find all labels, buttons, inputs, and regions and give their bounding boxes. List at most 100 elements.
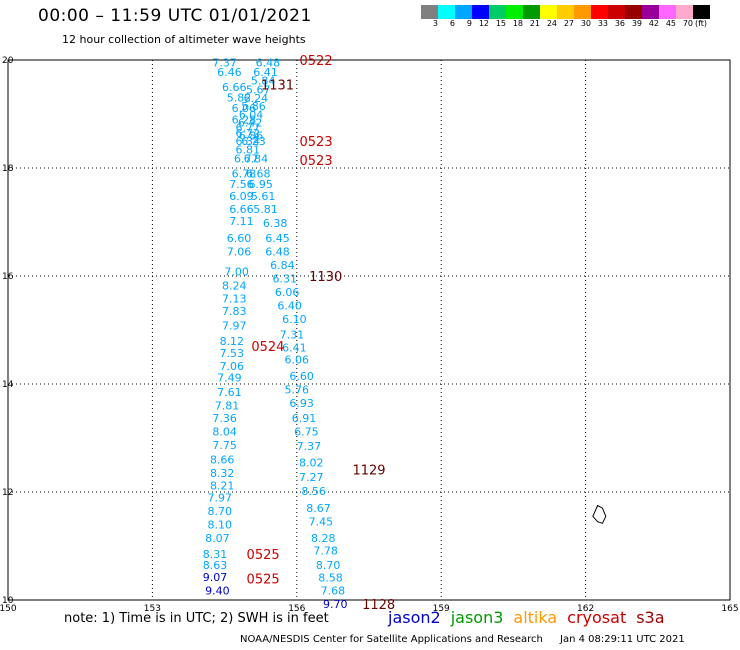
pass-time-label: 1129 xyxy=(352,463,385,478)
swh-point: 6.93 xyxy=(289,397,314,410)
satellite-jason3: jason3 xyxy=(450,608,504,627)
swh-point: 8.58 xyxy=(318,571,343,584)
legend-label: 18 xyxy=(512,19,523,28)
x-tick-label: 159 xyxy=(433,604,450,614)
legend-label: 36 xyxy=(614,19,625,28)
swh-point: 7.61 xyxy=(217,386,242,399)
pass-time-label: 0525 xyxy=(247,548,280,563)
x-tick-label: 165 xyxy=(721,604,738,614)
legend-swatch xyxy=(693,5,710,19)
swh-point: 6.40 xyxy=(277,300,302,313)
swh-point: 9.07 xyxy=(203,571,228,584)
swh-point: 5.61 xyxy=(251,190,276,203)
swh-point: 6.84 xyxy=(270,259,295,272)
chart-subtitle: 12 hour collection of altimeter wave hei… xyxy=(62,33,306,46)
y-tick-label: 16 xyxy=(2,272,14,282)
swh-point: 7.37 xyxy=(297,440,322,453)
swh-point: 6.66 xyxy=(222,81,247,94)
swh-point: 6.77 xyxy=(234,152,259,165)
swh-point: 8.31 xyxy=(203,548,228,561)
swh-point: 7.31 xyxy=(280,328,305,341)
swh-point: 7.53 xyxy=(220,347,245,360)
swh-point: 6.84 xyxy=(244,152,269,165)
swh-point: 9.70 xyxy=(323,598,348,611)
timestamp: Jan 4 08:29:11 UTC 2021 xyxy=(560,634,685,645)
pass-time-label: 0525 xyxy=(247,572,280,587)
pass-time-label: 0522 xyxy=(300,54,333,69)
swh-point: 6.86 xyxy=(239,130,264,143)
swh-point: 6.66 xyxy=(229,203,254,216)
swh-point: 7.00 xyxy=(224,266,249,279)
x-tick-label: 156 xyxy=(288,604,305,614)
swh-point: 6.75 xyxy=(294,426,319,439)
swh-point: 8.21 xyxy=(210,480,235,493)
legend-label: 12 xyxy=(478,19,489,28)
credit-text: NOAA/NESDIS Center for Satellite Applica… xyxy=(240,634,543,645)
pass-time-label: 0524 xyxy=(251,340,284,355)
swh-point: 8.24 xyxy=(222,280,247,293)
swh-point: 6.41 xyxy=(253,66,278,79)
swh-point: 6.23 xyxy=(241,135,266,148)
legend-label: 21 xyxy=(529,19,540,28)
swh-point: 7.78 xyxy=(313,544,338,557)
swh-point: 7.06 xyxy=(220,360,245,373)
legend-swatch xyxy=(659,5,676,19)
satellite-altika: altika xyxy=(513,608,558,627)
legend-label: 6 xyxy=(449,19,455,28)
swh-point: 6.31 xyxy=(273,273,298,286)
swh-point: 7.75 xyxy=(212,439,237,452)
legend-label: 3 xyxy=(432,19,438,28)
legend-swatch xyxy=(438,5,455,19)
swh-point: 6.10 xyxy=(282,313,307,326)
pass-time-label: 1131 xyxy=(261,78,294,93)
x-tick-label: 153 xyxy=(144,604,161,614)
swh-point: 6.91 xyxy=(292,412,317,425)
swh-point: 6.68 xyxy=(246,167,271,180)
color-legend: 3 6 9 12 15 18 21 24 27 30 33 36 39 42 45 70 (ft) xyxy=(421,5,717,29)
legend-swatch xyxy=(455,5,472,19)
legend-label: (ft) xyxy=(695,19,708,28)
satellite-cryosat: cryosat xyxy=(567,608,627,627)
swh-point: 6.28 xyxy=(232,113,257,126)
y-tick-label: 10 xyxy=(2,596,14,606)
swh-point: 8.66 xyxy=(210,454,235,467)
swh-point: 8.67 xyxy=(306,502,331,515)
swh-point: 7.06 xyxy=(227,246,252,259)
y-tick-label: 18 xyxy=(2,164,14,174)
legend-label: 33 xyxy=(597,19,608,28)
legend-label: 27 xyxy=(563,19,574,28)
swh-point: 7.36 xyxy=(212,412,237,425)
swh-point: 6.24 xyxy=(244,92,269,105)
swh-point: 5.67 xyxy=(246,84,271,97)
swh-point: 8.10 xyxy=(208,518,233,531)
swh-point: 6.48 xyxy=(256,57,281,70)
legend-label: 24 xyxy=(546,19,557,28)
swh-point: 5.84 xyxy=(251,75,276,88)
swh-point: 7.27 xyxy=(299,471,324,484)
swh-point: 7.97 xyxy=(222,320,247,333)
swh-point: 7.56 xyxy=(229,178,254,191)
legend-swatch xyxy=(557,5,574,19)
legend-swatch xyxy=(625,5,642,19)
legend-swatch xyxy=(574,5,591,19)
chart-title: 00:00 – 11:59 UTC 01/01/2021 xyxy=(38,6,312,26)
swh-point: 6.04 xyxy=(239,109,264,122)
swh-point: 5.86 xyxy=(241,100,266,113)
legend-swatch xyxy=(523,5,540,19)
swh-point: 6.38 xyxy=(263,217,288,230)
swh-point: 6.60 xyxy=(289,370,314,383)
swh-point: 9.40 xyxy=(205,584,230,597)
swh-point: 8.12 xyxy=(220,335,245,348)
swh-point: 7.49 xyxy=(217,372,242,385)
swh-point: 8.70 xyxy=(316,559,341,572)
swh-point: 6.95 xyxy=(248,178,273,191)
swh-point: 6.42 xyxy=(238,117,263,130)
legend-label: 45 xyxy=(665,19,676,28)
swh-point: 6.45 xyxy=(265,232,290,245)
swh-point: 7.97 xyxy=(208,491,233,504)
swh-point: 8.28 xyxy=(311,532,336,545)
legend-label: 15 xyxy=(495,19,506,28)
swh-point: 6.48 xyxy=(265,246,290,259)
legend-swatch xyxy=(591,5,608,19)
